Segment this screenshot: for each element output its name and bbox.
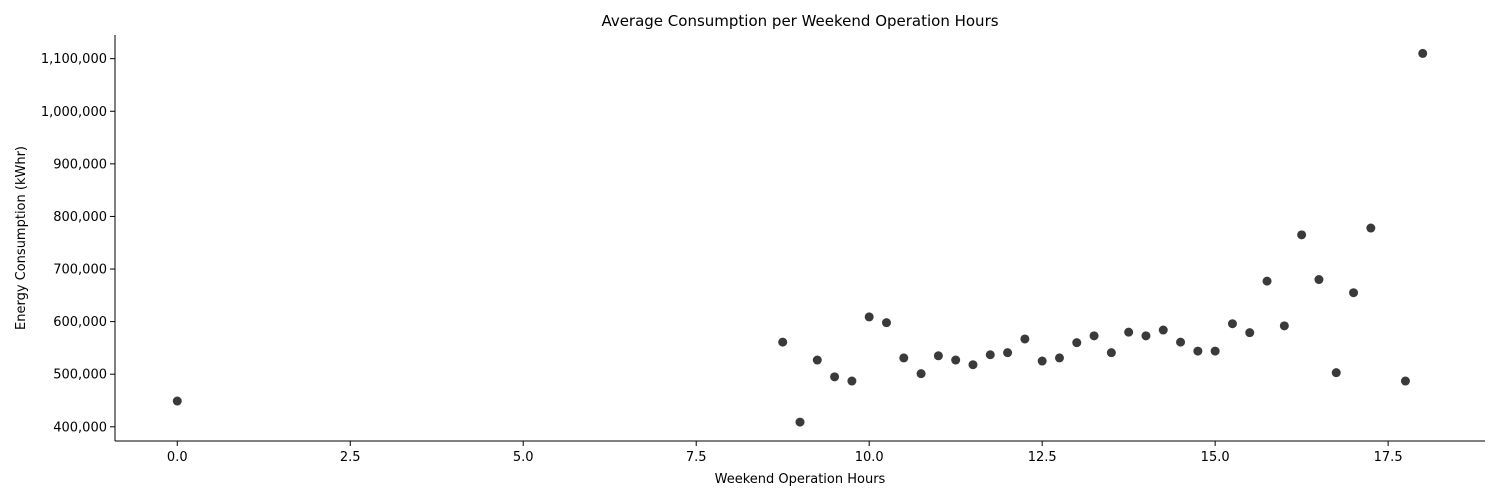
data-point <box>1176 337 1186 347</box>
data-point <box>1158 325 1168 335</box>
data-point <box>1349 288 1359 298</box>
data-point <box>1106 348 1116 358</box>
data-point <box>1331 368 1341 378</box>
y-tick-label: 1,100,000 <box>41 52 107 67</box>
data-point <box>1003 348 1013 358</box>
data-point <box>1089 331 1099 341</box>
x-tick-label: 5.0 <box>513 450 534 465</box>
data-point <box>1279 321 1289 331</box>
data-point <box>1418 48 1428 58</box>
data-point <box>795 417 805 427</box>
data-point <box>1262 276 1272 286</box>
y-tick-label: 500,000 <box>53 368 107 383</box>
x-tick-label: 0.0 <box>167 450 188 465</box>
y-tick-label: 400,000 <box>53 420 107 435</box>
data-point <box>1141 331 1151 341</box>
y-tick-label: 700,000 <box>53 263 107 278</box>
data-point <box>1124 327 1134 337</box>
data-point <box>830 372 840 382</box>
data-points <box>172 48 1428 427</box>
data-point <box>985 350 995 360</box>
y-axis-label: Energy Consumption (kWhr) <box>14 146 29 330</box>
data-point <box>1037 356 1047 366</box>
data-point <box>968 360 978 370</box>
data-point <box>1054 353 1064 363</box>
data-point <box>1193 346 1203 356</box>
data-point <box>916 369 926 379</box>
data-point <box>864 312 874 322</box>
data-point <box>1227 319 1237 329</box>
data-point <box>933 351 943 361</box>
data-point <box>951 355 961 365</box>
y-tick-label: 1,000,000 <box>41 105 107 120</box>
y-tick-label: 600,000 <box>53 315 107 330</box>
data-point <box>1297 230 1307 240</box>
data-point <box>1210 346 1220 356</box>
data-point <box>1020 334 1030 344</box>
data-point <box>172 396 182 406</box>
x-tick-label: 2.5 <box>340 450 361 465</box>
y-axis-ticks: 400,000 500,000 600,000 700,000 800,000 900,0… <box>41 52 115 435</box>
data-point <box>899 353 909 363</box>
x-tick-label: 15.0 <box>1201 450 1230 465</box>
x-tick-label: 17.5 <box>1374 450 1403 465</box>
x-tick-label: 12.5 <box>1028 450 1057 465</box>
data-point <box>1072 338 1082 348</box>
x-tick-label: 7.5 <box>686 450 707 465</box>
x-tick-label: 10.0 <box>855 450 884 465</box>
data-point <box>812 355 822 365</box>
data-point <box>847 376 857 386</box>
x-axis-ticks: 0.0 2.5 5.0 7.5 10.0 12.5 15.0 17.5 <box>167 441 1403 465</box>
chart-title: Average Consumption per Weekend Operatio… <box>601 12 998 30</box>
y-tick-label: 800,000 <box>53 210 107 225</box>
data-point <box>778 337 788 347</box>
data-point <box>1245 328 1255 338</box>
x-axis-label: Weekend Operation Hours <box>715 472 886 487</box>
data-point <box>1400 376 1410 386</box>
y-tick-label: 900,000 <box>53 157 107 172</box>
data-point <box>881 318 891 328</box>
data-point <box>1314 275 1324 285</box>
data-point <box>1366 223 1376 233</box>
